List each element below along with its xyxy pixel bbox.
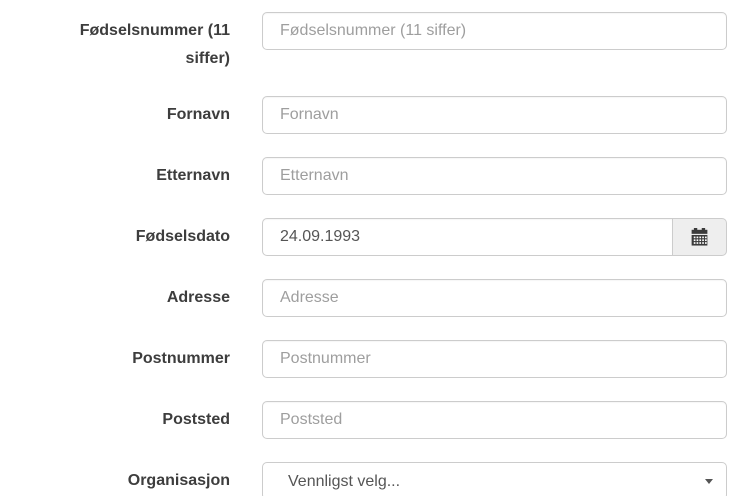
fodselsdato-input-group (262, 218, 727, 256)
poststed-input[interactable] (262, 401, 727, 439)
etternavn-label: Etternavn (156, 167, 230, 184)
postnummer-input[interactable] (262, 340, 727, 378)
adresse-label: Adresse (166, 289, 230, 306)
form-row-postnummer: Postnummer (0, 340, 745, 378)
form-row-fornavn: Fornavn (0, 96, 745, 134)
fodselsnummer-input[interactable] (262, 12, 727, 50)
form-row-fodselsdato: Fødselsdato (0, 218, 745, 256)
form-row-etternavn: Etternavn (0, 157, 745, 195)
fodselsdato-label: Fødselsdato (135, 228, 230, 245)
poststed-label: Poststed (162, 411, 230, 428)
fodselsnummer-label: Fødselsnummer (11 siffer) (79, 22, 230, 67)
fodselsdato-input[interactable] (262, 218, 673, 256)
form-row-adresse: Adresse (0, 279, 745, 317)
calendar-icon (691, 228, 708, 246)
form-row-poststed: Poststed (0, 401, 745, 439)
etternavn-input[interactable] (262, 157, 727, 195)
calendar-button[interactable] (673, 218, 727, 256)
fornavn-input[interactable] (262, 96, 727, 134)
adresse-input[interactable] (262, 279, 727, 317)
postnummer-label: Postnummer (132, 350, 230, 367)
organisasjon-label: Organisasjon (127, 472, 230, 489)
form-row-organisasjon: Organisasjon Vennligst velg... (0, 462, 745, 496)
fornavn-label: Fornavn (166, 106, 230, 123)
organisasjon-select[interactable]: Vennligst velg... (262, 462, 727, 496)
form-row-fodselsnummer: Fødselsnummer (11 siffer) (0, 12, 745, 73)
